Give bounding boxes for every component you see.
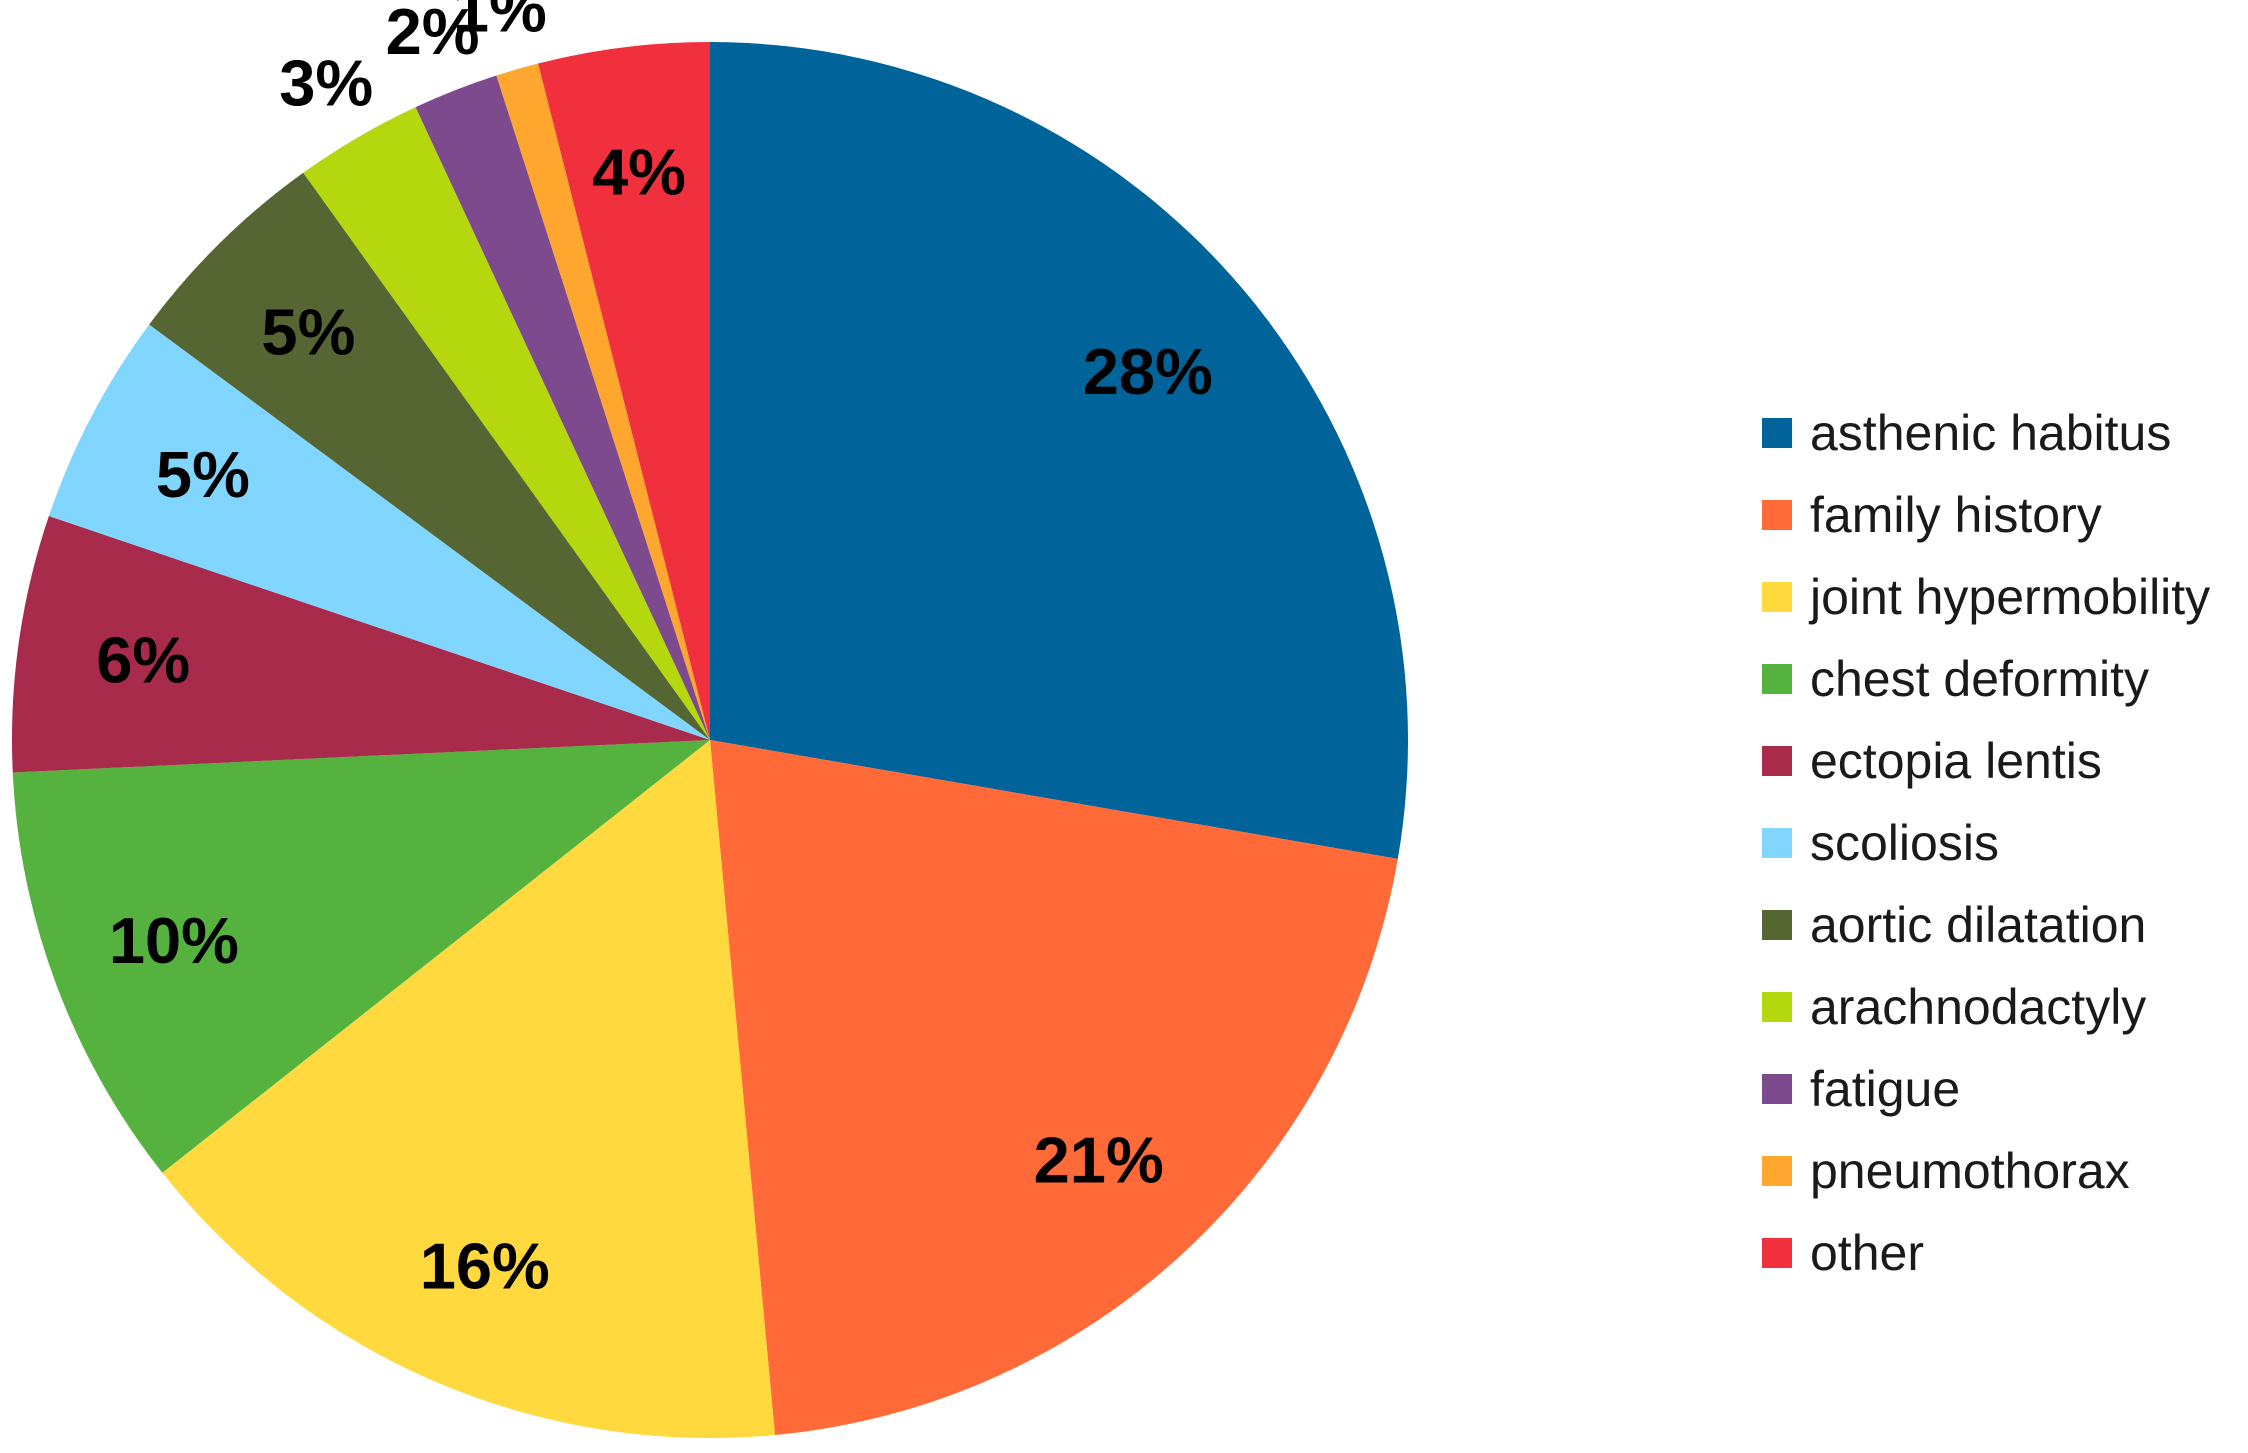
slice-label-aortic-dilatation: 5% xyxy=(261,296,355,369)
legend: asthenic habitus family history joint hype… xyxy=(1762,405,2210,1281)
slice-label-ectopia-lentis: 6% xyxy=(96,624,190,697)
legend-label-arachnodactyly: arachnodactyly xyxy=(1810,979,2146,1035)
legend-swatch-scoliosis xyxy=(1762,828,1792,858)
legend-label-fatigue: fatigue xyxy=(1810,1061,1960,1117)
slice-label-other: 4% xyxy=(592,136,686,209)
pie-slice-pneumothorax xyxy=(496,63,710,740)
slice-label-family-history: 21% xyxy=(1034,1124,1164,1197)
pie-slice-ectopia-lentis xyxy=(12,516,710,773)
slice-label-joint-hypermobility: 16% xyxy=(420,1230,550,1303)
legend-swatch-chest-deformity xyxy=(1762,664,1792,694)
pie-slice-asthenic-habitus xyxy=(710,42,1408,859)
pie-slice-joint-hypermobility xyxy=(162,740,776,1438)
slice-label-arachnodactyly: 3% xyxy=(279,47,373,120)
pie-slice-labels: 28% 21% 16% 10% 6% 5%5% 3%2%1% 4% xyxy=(96,0,1213,1303)
legend-label-family-history: family history xyxy=(1810,487,2102,543)
legend-swatch-joint-hypermobility xyxy=(1762,582,1792,612)
slice-label-scoliosis: 5% xyxy=(156,438,250,511)
pie-slice-family-history xyxy=(710,740,1398,1435)
legend-label-joint-hypermobility: joint hypermobility xyxy=(1808,569,2210,625)
pie-slice-scoliosis xyxy=(48,324,710,740)
legend-label-chest-deformity: chest deformity xyxy=(1810,651,2149,707)
slice-label-chest-deformity: 10% xyxy=(109,904,239,977)
legend-label-pneumothorax: pneumothorax xyxy=(1810,1143,2130,1199)
legend-swatch-other xyxy=(1762,1238,1792,1268)
legend-swatch-asthenic-habitus xyxy=(1762,418,1792,448)
legend-label-ectopia-lentis: ectopia lentis xyxy=(1810,733,2102,789)
legend-label-asthenic-habitus: asthenic habitus xyxy=(1810,405,2171,461)
legend-label-scoliosis: scoliosis xyxy=(1810,815,1999,871)
legend-swatch-aortic-dilatation xyxy=(1762,910,1792,940)
slice-label-pneumothorax: 1% xyxy=(453,0,547,45)
legend-label-aortic-dilatation: aortic dilatation xyxy=(1810,897,2146,953)
pie-slice-aortic-dilatation xyxy=(149,172,710,740)
pie-slice-chest-deformity xyxy=(12,740,710,1173)
legend-swatch-pneumothorax xyxy=(1762,1156,1792,1186)
legend-label-other: other xyxy=(1810,1225,1924,1281)
pie-slices xyxy=(12,42,1408,1438)
legend-swatch-ectopia-lentis xyxy=(1762,746,1792,776)
slice-label-asthenic-habitus: 28% xyxy=(1083,335,1213,408)
legend-swatch-fatigue xyxy=(1762,1074,1792,1104)
pie-slice-other xyxy=(538,42,710,740)
pie-slice-fatigue xyxy=(415,75,710,741)
legend-swatch-arachnodactyly xyxy=(1762,992,1792,1022)
legend-swatch-family-history xyxy=(1762,500,1792,530)
slice-label-fatigue: 2% xyxy=(386,0,480,68)
pie-slice-arachnodactyly xyxy=(303,107,710,740)
